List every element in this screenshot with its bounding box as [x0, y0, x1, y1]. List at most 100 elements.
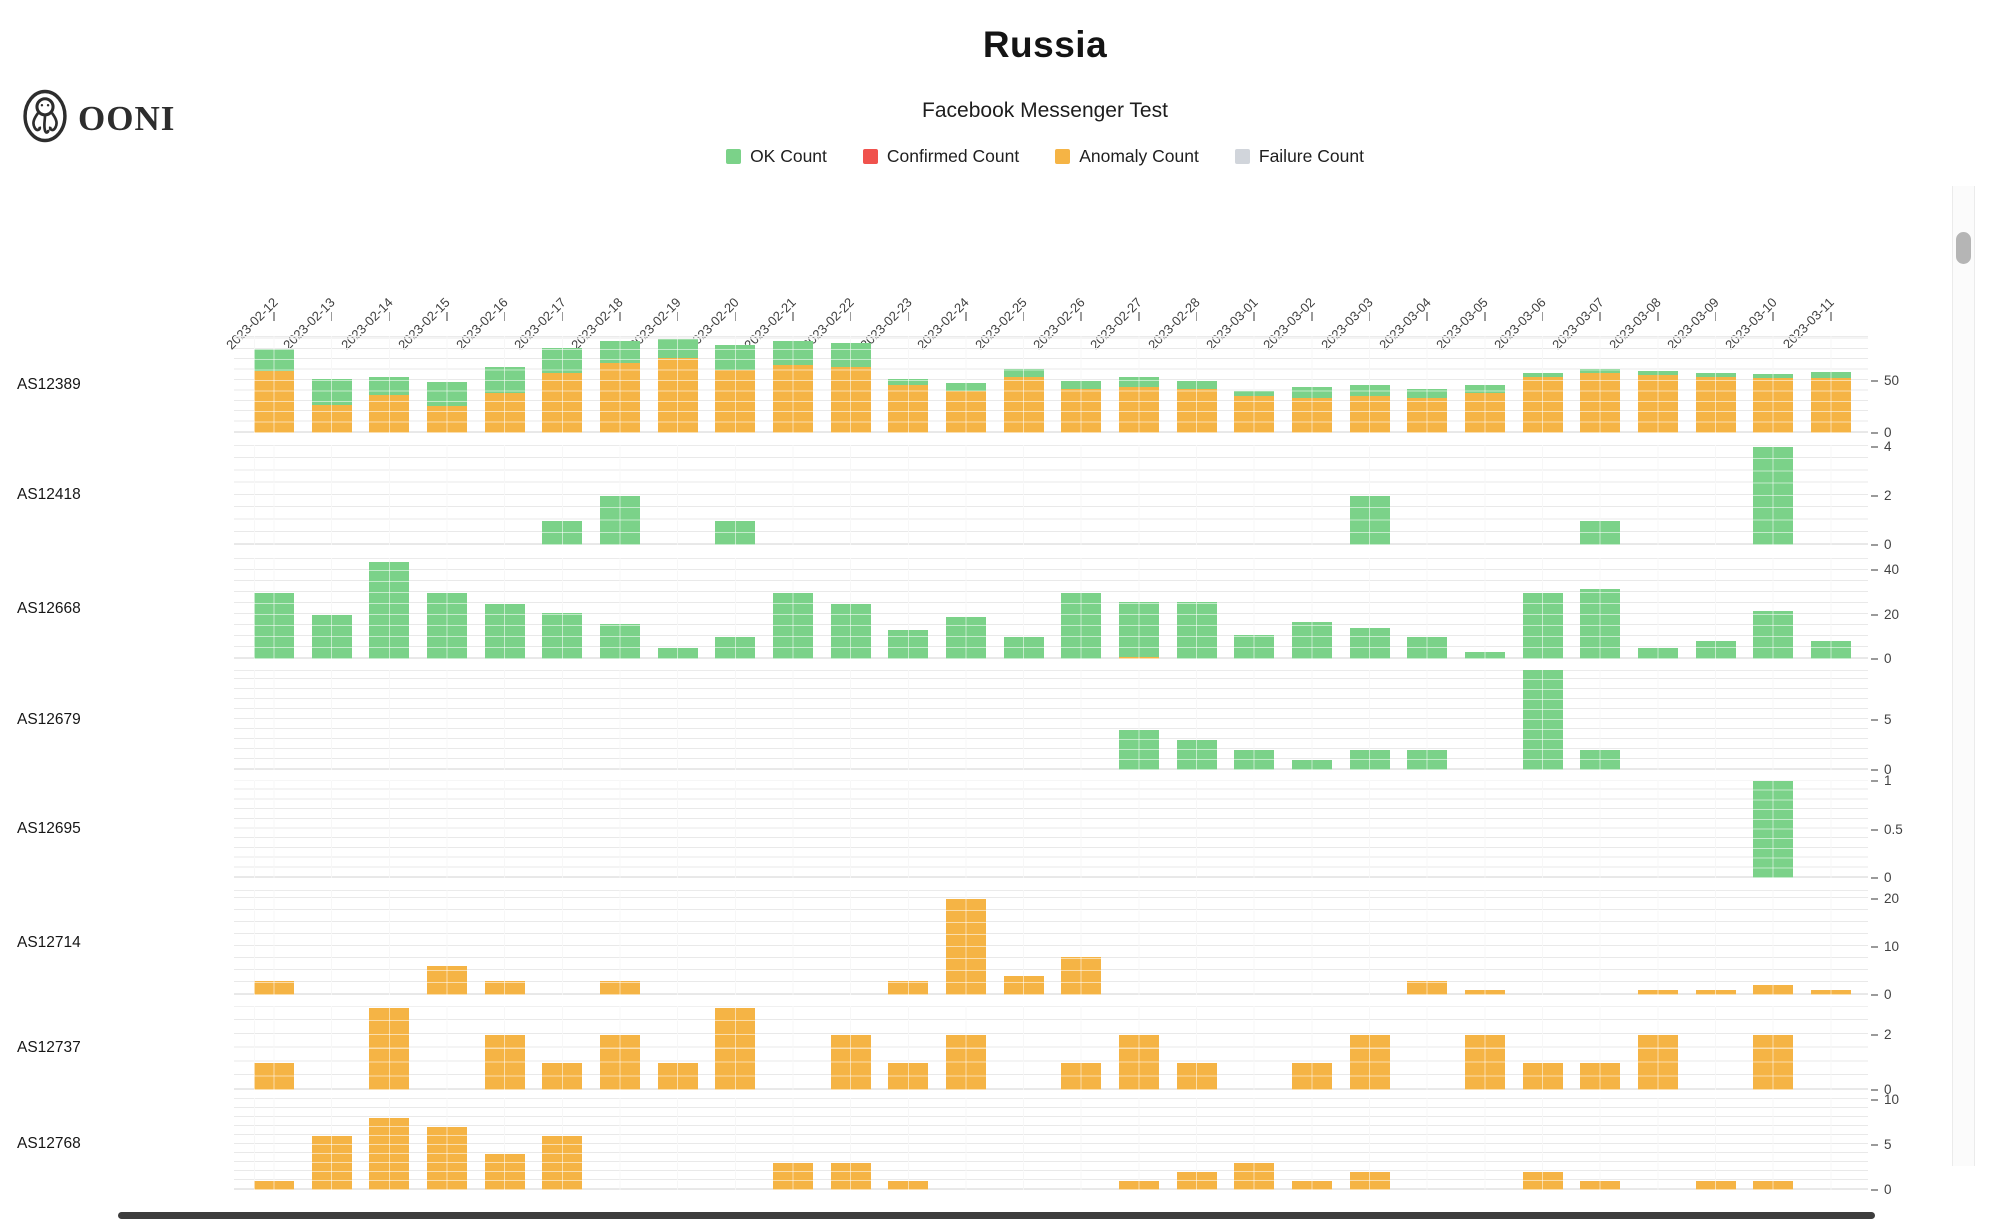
bar-anomaly-as12389-2023-02-14[interactable]	[369, 394, 410, 433]
bar-ok-as12389-2023-03-11[interactable]	[1810, 371, 1851, 378]
bar-anomaly-as12389-2023-03-01[interactable]	[1234, 395, 1275, 433]
bar-ok-as12389-2023-03-05[interactable]	[1464, 385, 1505, 394]
bar-ok-as12668-2023-03-04[interactable]	[1407, 637, 1448, 659]
bar-anomaly-as12389-2023-02-27[interactable]	[1118, 387, 1159, 433]
bar-ok-as12389-2023-02-17[interactable]	[542, 347, 583, 373]
bar-anomaly-as12389-2023-02-21[interactable]	[772, 365, 813, 433]
bar-ok-as12679-2023-03-06[interactable]	[1522, 670, 1563, 770]
bar-anomaly-as12768-2023-02-21[interactable]	[772, 1163, 813, 1190]
bar-ok-as12668-2023-03-07[interactable]	[1580, 588, 1621, 659]
bar-ok-as12389-2023-02-19[interactable]	[657, 339, 698, 359]
bar-ok-as12389-2023-03-09[interactable]	[1695, 372, 1736, 377]
bar-ok-as12389-2023-02-16[interactable]	[484, 367, 525, 394]
bar-ok-as12668-2023-02-23[interactable]	[888, 630, 929, 659]
bar-anomaly-as12768-2023-02-17[interactable]	[542, 1136, 583, 1190]
bar-ok-as12668-2023-03-08[interactable]	[1637, 648, 1678, 659]
bar-ok-as12668-2023-02-25[interactable]	[1003, 637, 1044, 659]
bar-ok-as12668-2023-02-20[interactable]	[715, 637, 756, 659]
bar-anomaly-as12768-2023-02-27[interactable]	[1118, 1181, 1159, 1190]
bar-anomaly-as12768-2023-02-23[interactable]	[888, 1181, 929, 1190]
bar-ok-as12389-2023-03-06[interactable]	[1522, 372, 1563, 377]
bar-ok-as12668-2023-02-21[interactable]	[772, 593, 813, 659]
bar-anomaly-as12737-2023-02-26[interactable]	[1061, 1062, 1102, 1090]
bar-ok-as12668-2023-02-14[interactable]	[369, 562, 410, 659]
bar-anomaly-as12737-2023-03-08[interactable]	[1637, 1035, 1678, 1090]
bar-anomaly-as12389-2023-02-12[interactable]	[254, 370, 294, 433]
bar-anomaly-as12389-2023-03-02[interactable]	[1291, 397, 1332, 433]
bar-ok-as12679-2023-02-28[interactable]	[1176, 740, 1217, 770]
bar-anomaly-as12389-2023-03-08[interactable]	[1637, 374, 1678, 433]
bar-ok-as12418-2023-03-07[interactable]	[1580, 520, 1621, 545]
bar-anomaly-as12737-2023-02-18[interactable]	[599, 1035, 640, 1090]
bar-anomaly-as12389-2023-02-18[interactable]	[599, 363, 640, 433]
bar-anomaly-as12737-2023-02-14[interactable]	[369, 1007, 410, 1090]
bar-anomaly-as12714-2023-02-25[interactable]	[1003, 975, 1044, 995]
bar-anomaly-as12737-2023-02-27[interactable]	[1118, 1035, 1159, 1090]
bar-anomaly-as12389-2023-02-23[interactable]	[888, 385, 929, 433]
bar-ok-as12389-2023-02-15[interactable]	[426, 382, 467, 406]
bar-anomaly-as12768-2023-02-28[interactable]	[1176, 1172, 1217, 1190]
bar-anomaly-as12389-2023-02-25[interactable]	[1003, 376, 1044, 433]
bar-anomaly-as12714-2023-02-26[interactable]	[1061, 956, 1102, 995]
bar-anomaly-as12714-2023-03-08[interactable]	[1637, 990, 1678, 995]
bar-anomaly-as12768-2023-03-03[interactable]	[1349, 1172, 1390, 1190]
bar-ok-as12389-2023-02-23[interactable]	[888, 378, 929, 386]
bar-anomaly-as12737-2023-02-24[interactable]	[945, 1035, 986, 1090]
bar-ok-as12389-2023-02-24[interactable]	[945, 383, 986, 392]
bar-anomaly-as12389-2023-02-20[interactable]	[715, 369, 756, 433]
bar-ok-as12668-2023-02-15[interactable]	[426, 593, 467, 659]
bar-anomaly-as12737-2023-02-12[interactable]	[254, 1062, 294, 1090]
bar-ok-as12418-2023-02-20[interactable]	[715, 520, 756, 545]
bar-anomaly-as12737-2023-02-20[interactable]	[715, 1007, 756, 1090]
bar-anomaly-as12389-2023-02-15[interactable]	[426, 405, 467, 433]
bar-ok-as12668-2023-03-01[interactable]	[1234, 634, 1275, 659]
bar-ok-as12389-2023-02-20[interactable]	[715, 344, 756, 370]
horizontal-scrollbar-thumb[interactable]	[118, 1212, 1875, 1219]
bar-ok-as12668-2023-03-03[interactable]	[1349, 628, 1390, 659]
bar-anomaly-as12737-2023-02-16[interactable]	[484, 1035, 525, 1090]
bar-ok-as12695-2023-03-10[interactable]	[1753, 781, 1794, 878]
bar-anomaly-as12768-2023-03-09[interactable]	[1695, 1181, 1736, 1190]
bar-anomaly-as12714-2023-02-23[interactable]	[888, 980, 929, 995]
bar-ok-as12679-2023-03-02[interactable]	[1291, 760, 1332, 770]
bar-ok-as12668-2023-03-10[interactable]	[1753, 610, 1794, 659]
bar-anomaly-as12389-2023-02-28[interactable]	[1176, 389, 1217, 433]
legend-item-confirmed-count[interactable]: Confirmed Count	[862, 146, 1019, 167]
bar-ok-as12668-2023-03-11[interactable]	[1810, 641, 1851, 659]
bar-ok-as12668-2023-02-13[interactable]	[311, 615, 352, 659]
bar-ok-as12418-2023-03-03[interactable]	[1349, 496, 1390, 545]
bar-anomaly-as12389-2023-02-26[interactable]	[1061, 389, 1102, 433]
bar-ok-as12668-2023-03-05[interactable]	[1464, 652, 1505, 659]
bar-anomaly-as12768-2023-02-13[interactable]	[311, 1136, 352, 1190]
bar-ok-as12389-2023-03-10[interactable]	[1753, 373, 1794, 378]
bar-anomaly-as12389-2023-03-04[interactable]	[1407, 397, 1448, 433]
bar-anomaly-as12714-2023-03-10[interactable]	[1753, 985, 1794, 995]
bar-anomaly-as12737-2023-03-07[interactable]	[1580, 1062, 1621, 1090]
bar-ok-as12668-2023-02-22[interactable]	[830, 604, 871, 659]
bar-ok-as12389-2023-02-26[interactable]	[1061, 381, 1102, 390]
bar-anomaly-as12768-2023-03-06[interactable]	[1522, 1172, 1563, 1190]
bar-ok-as12389-2023-03-08[interactable]	[1637, 370, 1678, 375]
bar-anomaly-as12714-2023-03-11[interactable]	[1810, 990, 1851, 995]
bar-ok-as12418-2023-02-18[interactable]	[599, 496, 640, 545]
bar-anomaly-as12389-2023-03-06[interactable]	[1522, 376, 1563, 433]
bar-ok-as12389-2023-02-25[interactable]	[1003, 368, 1044, 377]
bar-anomaly-as12768-2023-02-22[interactable]	[830, 1163, 871, 1190]
bar-ok-as12418-2023-03-10[interactable]	[1753, 447, 1794, 545]
bar-anomaly-as12737-2023-02-22[interactable]	[830, 1035, 871, 1090]
bar-anomaly-as12389-2023-03-09[interactable]	[1695, 376, 1736, 433]
legend-item-ok-count[interactable]: OK Count	[726, 146, 827, 167]
legend-item-failure-count[interactable]: Failure Count	[1234, 146, 1364, 167]
bar-anomaly-as12737-2023-03-02[interactable]	[1291, 1062, 1332, 1090]
bar-anomaly-as12389-2023-03-03[interactable]	[1349, 395, 1390, 433]
bar-anomaly-as12714-2023-03-04[interactable]	[1407, 980, 1448, 995]
bar-ok-as12389-2023-02-14[interactable]	[369, 376, 410, 395]
bar-ok-as12389-2023-03-01[interactable]	[1234, 391, 1275, 396]
bar-anomaly-as12768-2023-02-14[interactable]	[369, 1118, 410, 1190]
bar-anomaly-as12389-2023-03-05[interactable]	[1464, 393, 1505, 433]
bar-anomaly-as12389-2023-02-17[interactable]	[542, 372, 583, 433]
bar-ok-as12668-2023-02-12[interactable]	[254, 593, 294, 659]
bar-anomaly-as12768-2023-02-12[interactable]	[254, 1181, 294, 1190]
bar-ok-as12668-2023-02-18[interactable]	[599, 623, 640, 659]
bar-ok-as12679-2023-02-27[interactable]	[1118, 730, 1159, 770]
